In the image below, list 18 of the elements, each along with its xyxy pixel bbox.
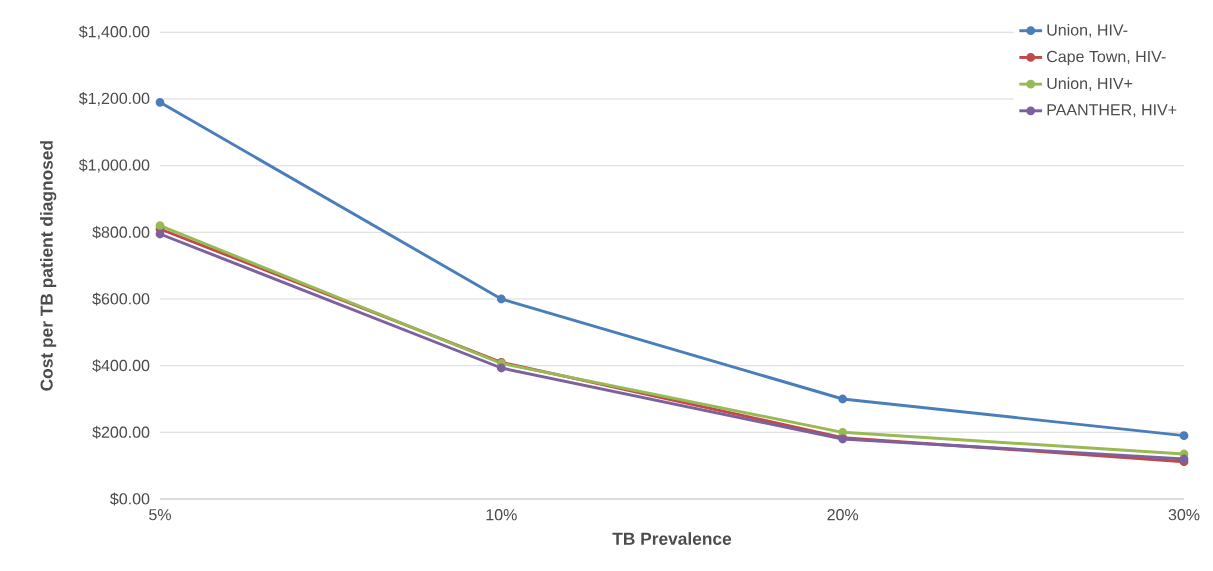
x-tick-label: 5%	[149, 509, 171, 521]
y-tick-label: $1,000.00	[78, 158, 150, 173]
y-tick-label: $800.00	[92, 225, 150, 239]
legend-label: PAANTHER, HIV+	[1047, 104, 1177, 118]
legend-label: Cape Town, HIV-	[1047, 50, 1166, 66]
x-tick-label: 10%	[486, 509, 517, 521]
x-tick-label: 20%	[827, 509, 859, 521]
y-tick-label: $600.00	[92, 292, 150, 306]
y-tick-label: $0.00	[110, 492, 150, 506]
y-tick-label: $1,400.00	[78, 25, 150, 40]
legend-label: Union, HIV-	[1047, 23, 1128, 38]
x-axis-title: TB Prevalence	[612, 532, 732, 545]
y-tick-label: $400.00	[92, 359, 150, 373]
y-tick-label: $200.00	[92, 425, 150, 439]
x-tick-label: 30%	[1168, 509, 1200, 521]
legend-label: Union, HIV+	[1047, 77, 1133, 91]
y-tick-label: $1,200.00	[78, 92, 150, 106]
y-axis-title: Cost per TB patient diagnosed	[40, 141, 57, 391]
